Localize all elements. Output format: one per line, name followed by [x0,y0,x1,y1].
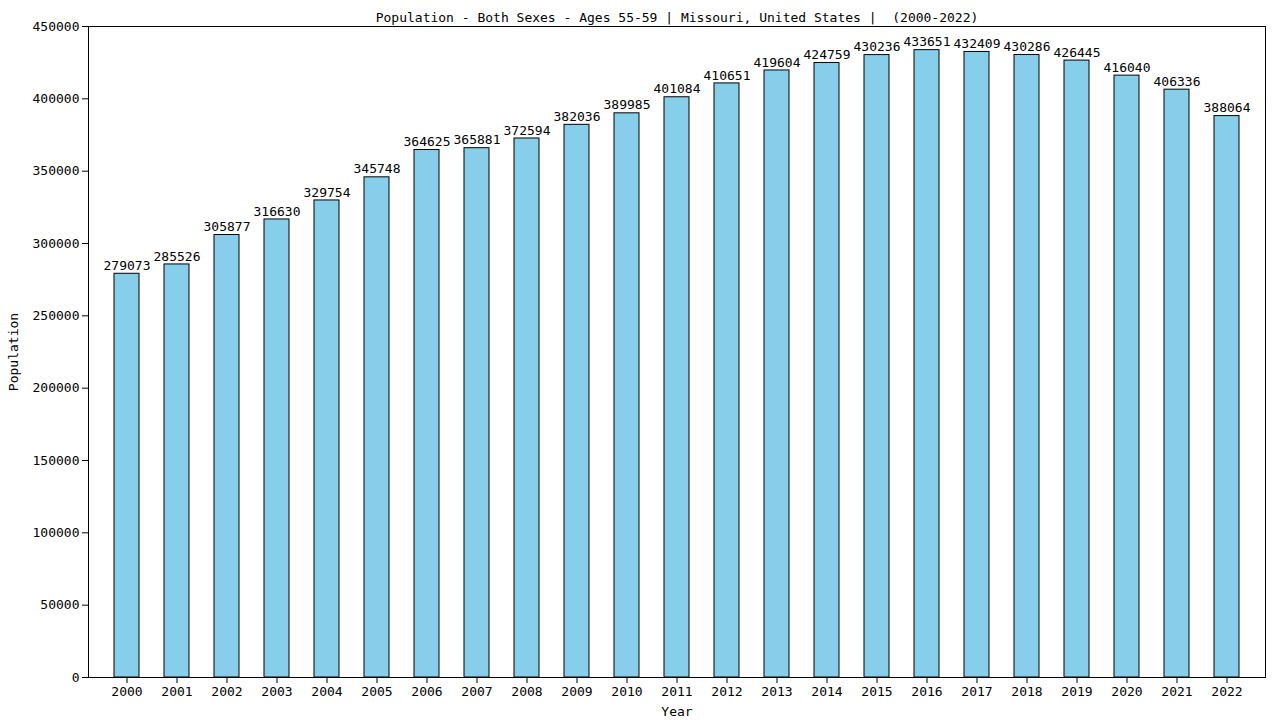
svg-text:426445: 426445 [1054,45,1101,60]
svg-text:2004: 2004 [311,684,342,699]
svg-text:2011: 2011 [661,684,692,699]
svg-text:2001: 2001 [161,684,192,699]
svg-text:364625: 364625 [404,134,451,149]
svg-text:2005: 2005 [361,684,392,699]
svg-text:365881: 365881 [454,132,501,147]
svg-text:424759: 424759 [804,47,851,62]
svg-text:2019: 2019 [1061,684,1092,699]
svg-text:2008: 2008 [511,684,542,699]
svg-text:2012: 2012 [711,684,742,699]
svg-text:Year: Year [661,704,692,719]
svg-text:279073: 279073 [104,258,151,273]
svg-text:2014: 2014 [811,684,842,699]
svg-text:389985: 389985 [604,97,651,112]
svg-text:419604: 419604 [754,55,801,70]
svg-text:450000: 450000 [33,19,80,34]
svg-text:200000: 200000 [33,380,80,395]
svg-text:406336: 406336 [1154,74,1201,89]
svg-text:2022: 2022 [1211,684,1242,699]
svg-text:416040: 416040 [1104,60,1151,75]
svg-text:250000: 250000 [33,308,80,323]
svg-text:430236: 430236 [854,39,901,54]
svg-text:2013: 2013 [761,684,792,699]
svg-text:401084: 401084 [654,81,701,96]
svg-text:2016: 2016 [911,684,942,699]
svg-text:300000: 300000 [33,236,80,251]
svg-text:430286: 430286 [1004,39,1051,54]
svg-text:2007: 2007 [461,684,492,699]
svg-text:2015: 2015 [861,684,892,699]
svg-text:100000: 100000 [33,525,80,540]
svg-text:50000: 50000 [40,597,79,612]
svg-text:433651: 433651 [904,34,951,49]
svg-text:432409: 432409 [954,36,1001,51]
svg-text:2006: 2006 [411,684,442,699]
svg-text:2000: 2000 [111,684,142,699]
svg-text:329754: 329754 [304,185,351,200]
svg-text:2003: 2003 [261,684,292,699]
svg-text:388064: 388064 [1204,100,1251,115]
svg-text:Population - Both Sexes - Ages: Population - Both Sexes - Ages 55-59 | M… [376,10,979,25]
svg-text:2018: 2018 [1011,684,1042,699]
svg-text:2020: 2020 [1111,684,1142,699]
svg-text:2017: 2017 [961,684,992,699]
svg-text:2002: 2002 [211,684,242,699]
svg-text:2021: 2021 [1161,684,1192,699]
svg-text:305877: 305877 [204,219,251,234]
svg-text:316630: 316630 [254,204,301,219]
svg-text:350000: 350000 [33,163,80,178]
svg-text:400000: 400000 [33,91,80,106]
svg-text:285526: 285526 [154,249,201,264]
svg-text:2010: 2010 [611,684,642,699]
svg-text:Population: Population [6,313,21,391]
svg-text:2009: 2009 [561,684,592,699]
svg-text:0: 0 [72,670,80,685]
svg-text:150000: 150000 [33,453,80,468]
svg-text:345748: 345748 [354,161,401,176]
svg-text:382036: 382036 [554,109,601,124]
svg-text:372594: 372594 [504,123,551,138]
svg-text:410651: 410651 [704,68,751,83]
